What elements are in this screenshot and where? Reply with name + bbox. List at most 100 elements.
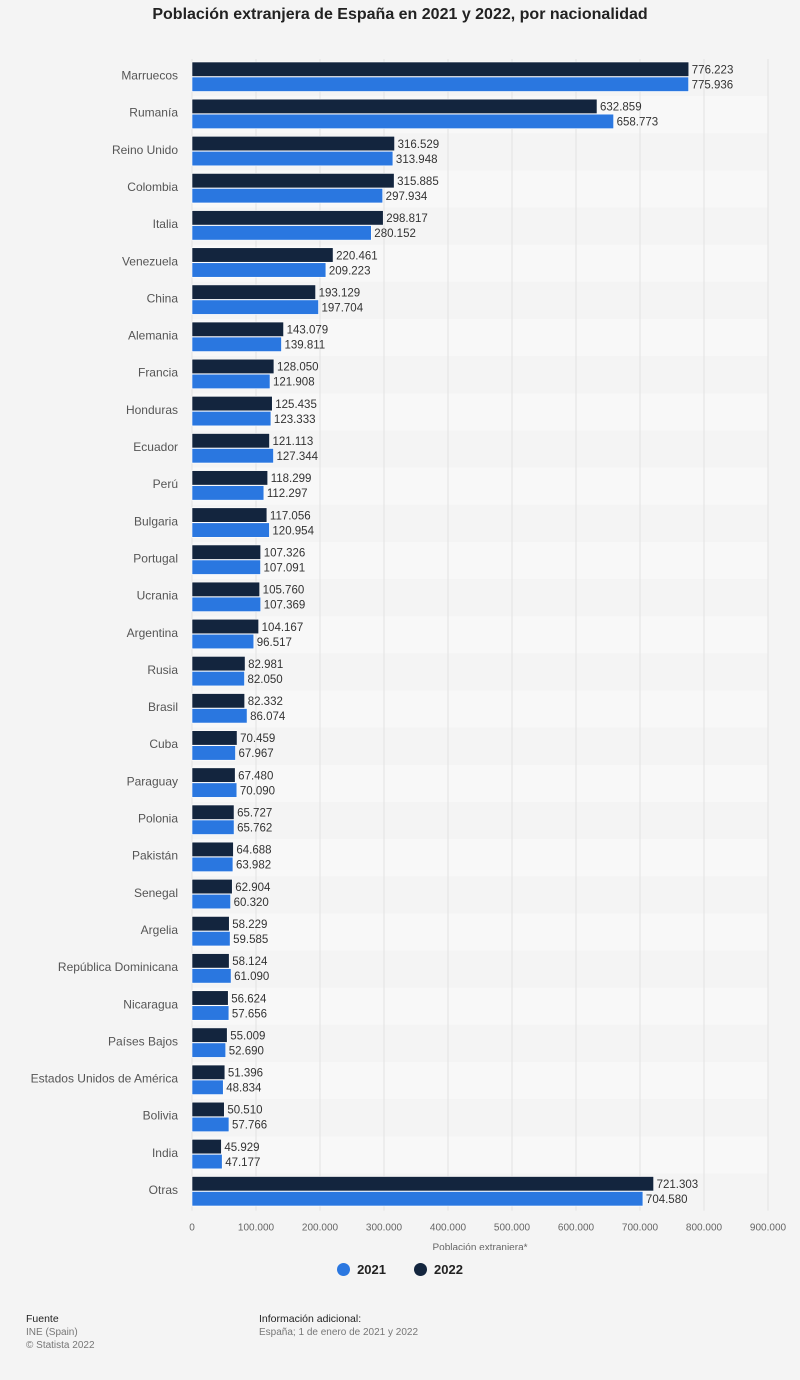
bar-2022[interactable]: [191, 396, 273, 412]
bar-2021[interactable]: [191, 113, 614, 129]
data-label-2021: 120.954: [272, 525, 314, 537]
bar-2021[interactable]: [191, 522, 270, 538]
row-band: [192, 950, 768, 988]
bar-2022[interactable]: [191, 767, 236, 783]
bar-2022[interactable]: [191, 1101, 225, 1117]
bar-2022[interactable]: [191, 1064, 226, 1080]
bar-2022[interactable]: [191, 507, 268, 523]
bar-2022[interactable]: [191, 136, 395, 152]
bar-2021[interactable]: [191, 76, 689, 92]
row-band: [192, 690, 768, 728]
bar-2021[interactable]: [191, 299, 319, 315]
bar-2022[interactable]: [191, 581, 260, 597]
bar-2021[interactable]: [191, 633, 255, 650]
bar-2021[interactable]: [191, 745, 236, 761]
bar-2022[interactable]: [191, 841, 234, 857]
bar-2021[interactable]: [191, 336, 282, 352]
bar-2022[interactable]: [191, 730, 238, 746]
bar-2022[interactable]: [191, 173, 395, 189]
copyright-text[interactable]: © Statista 2022: [26, 1340, 95, 1351]
y-category-label: Italia: [153, 217, 179, 231]
data-label-2022: 118.299: [271, 473, 312, 485]
bar-2021[interactable]: [191, 373, 271, 390]
data-label-2021: 86.074: [250, 711, 286, 723]
y-category-label: Perú: [153, 477, 178, 491]
bar-2021[interactable]: [191, 1079, 224, 1095]
bar-2022[interactable]: [191, 656, 246, 672]
bar-2021[interactable]: [191, 188, 383, 204]
bar-2021[interactable]: [191, 782, 238, 798]
bar-2021[interactable]: [191, 1042, 227, 1058]
data-label-2021: 57.766: [232, 1120, 267, 1132]
bar-2022[interactable]: [191, 470, 269, 486]
bar-2022[interactable]: [191, 98, 598, 114]
bar-2022[interactable]: [191, 693, 245, 709]
row-band: [192, 802, 768, 840]
data-label-2022: 104.167: [262, 622, 304, 634]
bar-2022[interactable]: [191, 61, 690, 77]
bar-2022[interactable]: [191, 210, 384, 226]
bar-2022[interactable]: [191, 1176, 654, 1192]
bar-2022[interactable]: [191, 321, 284, 337]
bar-2021[interactable]: [191, 671, 245, 687]
bar-2021[interactable]: [191, 1154, 223, 1170]
data-label-2022: 121.113: [273, 436, 314, 448]
bar-2021[interactable]: [191, 448, 274, 464]
data-label-2021: 61.090: [234, 971, 269, 983]
x-tick-label: 300.000: [366, 1223, 403, 1234]
data-label-2021: 67.967: [238, 748, 273, 760]
additional-info-heading[interactable]: Información adicional:: [259, 1313, 362, 1325]
bar-2022[interactable]: [191, 433, 270, 449]
bar-2021[interactable]: [191, 485, 265, 501]
data-label-2021: 197.704: [322, 302, 364, 314]
bar-2022[interactable]: [191, 1139, 222, 1155]
row-band: [192, 764, 768, 802]
bar-2021[interactable]: [191, 151, 394, 167]
bar-2021[interactable]: [191, 968, 232, 984]
row-band: [192, 430, 768, 468]
bar-2022[interactable]: [191, 916, 230, 932]
row-band: [192, 393, 768, 431]
row-band: [192, 653, 768, 691]
bar-2021[interactable]: [191, 225, 372, 241]
bar-2021[interactable]: [191, 1005, 230, 1021]
data-label-2022: 298.817: [386, 213, 428, 225]
bar-2022[interactable]: [191, 953, 230, 969]
bar-2022[interactable]: [191, 618, 259, 635]
row-band: [192, 319, 768, 357]
data-label-2021: 107.369: [264, 600, 306, 612]
data-label-2021: 658.773: [617, 117, 659, 129]
legend-item-2021[interactable]: 2021: [337, 1262, 386, 1277]
y-category-label: Alemania: [128, 329, 178, 343]
bar-2021[interactable]: [191, 411, 272, 427]
bar-2022[interactable]: [191, 544, 261, 560]
y-category-label: Bolivia: [143, 1109, 179, 1123]
source-heading: Fuente: [26, 1313, 59, 1325]
y-category-label: Rumanía: [129, 106, 178, 120]
y-category-label: Marruecos: [121, 69, 178, 83]
bar-2021[interactable]: [191, 856, 234, 872]
bar-2022[interactable]: [191, 878, 233, 895]
bar-2022[interactable]: [191, 284, 316, 300]
bar-2022[interactable]: [191, 990, 229, 1006]
bar-2021[interactable]: [191, 1116, 230, 1132]
bar-2021[interactable]: [191, 819, 235, 835]
bar-2022[interactable]: [191, 1027, 228, 1043]
bar-2022[interactable]: [191, 247, 334, 263]
bar-2021[interactable]: [191, 1191, 644, 1207]
row-band: [192, 616, 768, 654]
data-label-2022: 82.332: [248, 696, 283, 708]
data-label-2022: 62.904: [235, 882, 271, 894]
bar-2021[interactable]: [191, 262, 327, 278]
bar-2021[interactable]: [191, 931, 231, 947]
bar-2021[interactable]: [191, 559, 261, 575]
row-band: [192, 727, 768, 765]
y-category-label: Bulgaria: [134, 514, 178, 528]
bar-2021[interactable]: [191, 596, 262, 612]
bar-2022[interactable]: [191, 358, 275, 375]
bar-2022[interactable]: [191, 804, 235, 820]
bar-2021[interactable]: [191, 708, 248, 724]
bar-2021[interactable]: [191, 893, 231, 910]
data-label-2022: 193.129: [319, 287, 361, 299]
legend-item-2022[interactable]: 2022: [414, 1262, 463, 1277]
